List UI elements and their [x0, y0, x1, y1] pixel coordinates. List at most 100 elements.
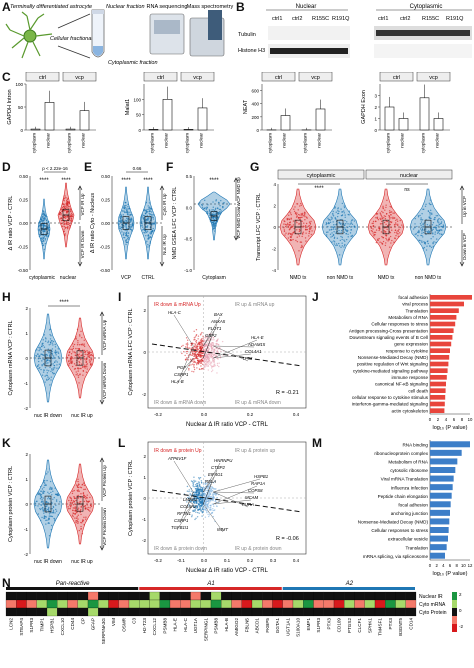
data-point [216, 364, 219, 367]
data-point [383, 215, 385, 217]
data-point [299, 218, 301, 220]
heatmap-cell [77, 591, 89, 601]
data-point [385, 223, 387, 226]
data-point [56, 493, 58, 496]
data-point [436, 229, 438, 232]
data-point [378, 237, 380, 240]
data-point [127, 236, 130, 239]
data-point [298, 235, 301, 237]
data-point [83, 494, 85, 497]
data-point [203, 498, 206, 500]
data-point [126, 213, 129, 216]
data-point [421, 230, 423, 232]
data-point [125, 223, 128, 226]
data-point [68, 507, 70, 510]
data-point [38, 367, 40, 370]
category-label: Nonsense-Mediated Decay (NMD) [358, 355, 429, 360]
data-point [205, 497, 208, 499]
heatmap-cell [108, 607, 119, 617]
data-point [371, 222, 373, 225]
data-point [212, 227, 214, 230]
data-point [214, 208, 217, 211]
data-point [212, 209, 215, 211]
data-point [80, 508, 82, 511]
data-point [205, 357, 207, 359]
data-point [190, 347, 192, 349]
data-point [67, 197, 69, 199]
data-point [438, 221, 440, 223]
data-point [83, 506, 85, 508]
heatmap-cell [5, 607, 17, 617]
data-point [48, 506, 50, 509]
x-tick-label: 10 [468, 417, 473, 422]
data-point [212, 229, 214, 231]
panel-letter-m: M [312, 436, 322, 450]
legend-box [416, 72, 451, 82]
data-point [196, 505, 198, 507]
data-point [212, 201, 214, 203]
data-point [193, 486, 195, 488]
data-point [89, 361, 91, 363]
data-point [377, 218, 380, 221]
data-point [208, 515, 210, 518]
data-point [207, 355, 209, 357]
data-point [209, 363, 211, 366]
gene-label: CP [80, 618, 85, 624]
data-point [40, 504, 43, 506]
data-point [43, 334, 46, 336]
data-point [205, 354, 208, 357]
data-point [283, 223, 285, 225]
heatmap-cell [385, 591, 396, 601]
gene-label: GFAP [91, 618, 96, 630]
data-point [85, 516, 87, 518]
data-point [44, 237, 47, 240]
data-point [299, 216, 301, 219]
data-point [297, 209, 299, 211]
data-point [197, 500, 199, 502]
data-point [283, 229, 286, 231]
heatmap-cell [5, 599, 17, 609]
data-point [195, 511, 197, 513]
data-point [51, 342, 54, 344]
data-point [152, 223, 154, 225]
data-point [42, 215, 44, 217]
data-point [69, 497, 72, 499]
data-point [75, 336, 77, 338]
y-tick-label: 0.50 [101, 174, 110, 179]
data-point [195, 500, 198, 502]
data-point [47, 221, 49, 223]
data-point [388, 215, 391, 217]
gene-label: ADAM15 [247, 342, 266, 347]
data-point [202, 349, 204, 351]
y-tick-label: -2 [272, 247, 276, 252]
data-point [293, 210, 296, 213]
data-point [78, 360, 80, 363]
data-point [214, 218, 216, 221]
data-point [69, 227, 71, 229]
data-point [51, 348, 54, 350]
data-point [414, 226, 416, 229]
bar [430, 458, 458, 465]
data-point [38, 346, 40, 349]
data-point [69, 348, 71, 350]
data-point [152, 214, 155, 216]
data-point [216, 372, 218, 374]
data-point [118, 223, 120, 226]
legend-label-vcp: vcp [75, 75, 84, 81]
data-point [201, 501, 203, 504]
data-point [85, 500, 88, 502]
data-point [141, 229, 144, 231]
gene-label: CLCF1 [357, 618, 362, 633]
data-point [341, 223, 343, 225]
gene-label: LCN2 [9, 618, 14, 630]
data-point [214, 230, 216, 232]
data-point [207, 360, 210, 363]
heatmap-cell [354, 607, 365, 617]
data-point [204, 365, 206, 367]
data-point [196, 350, 198, 353]
data-point [202, 335, 204, 337]
data-point [200, 352, 202, 354]
data-point [72, 347, 75, 350]
y-tick-label: 0.50 [19, 174, 28, 179]
data-point [330, 236, 332, 238]
